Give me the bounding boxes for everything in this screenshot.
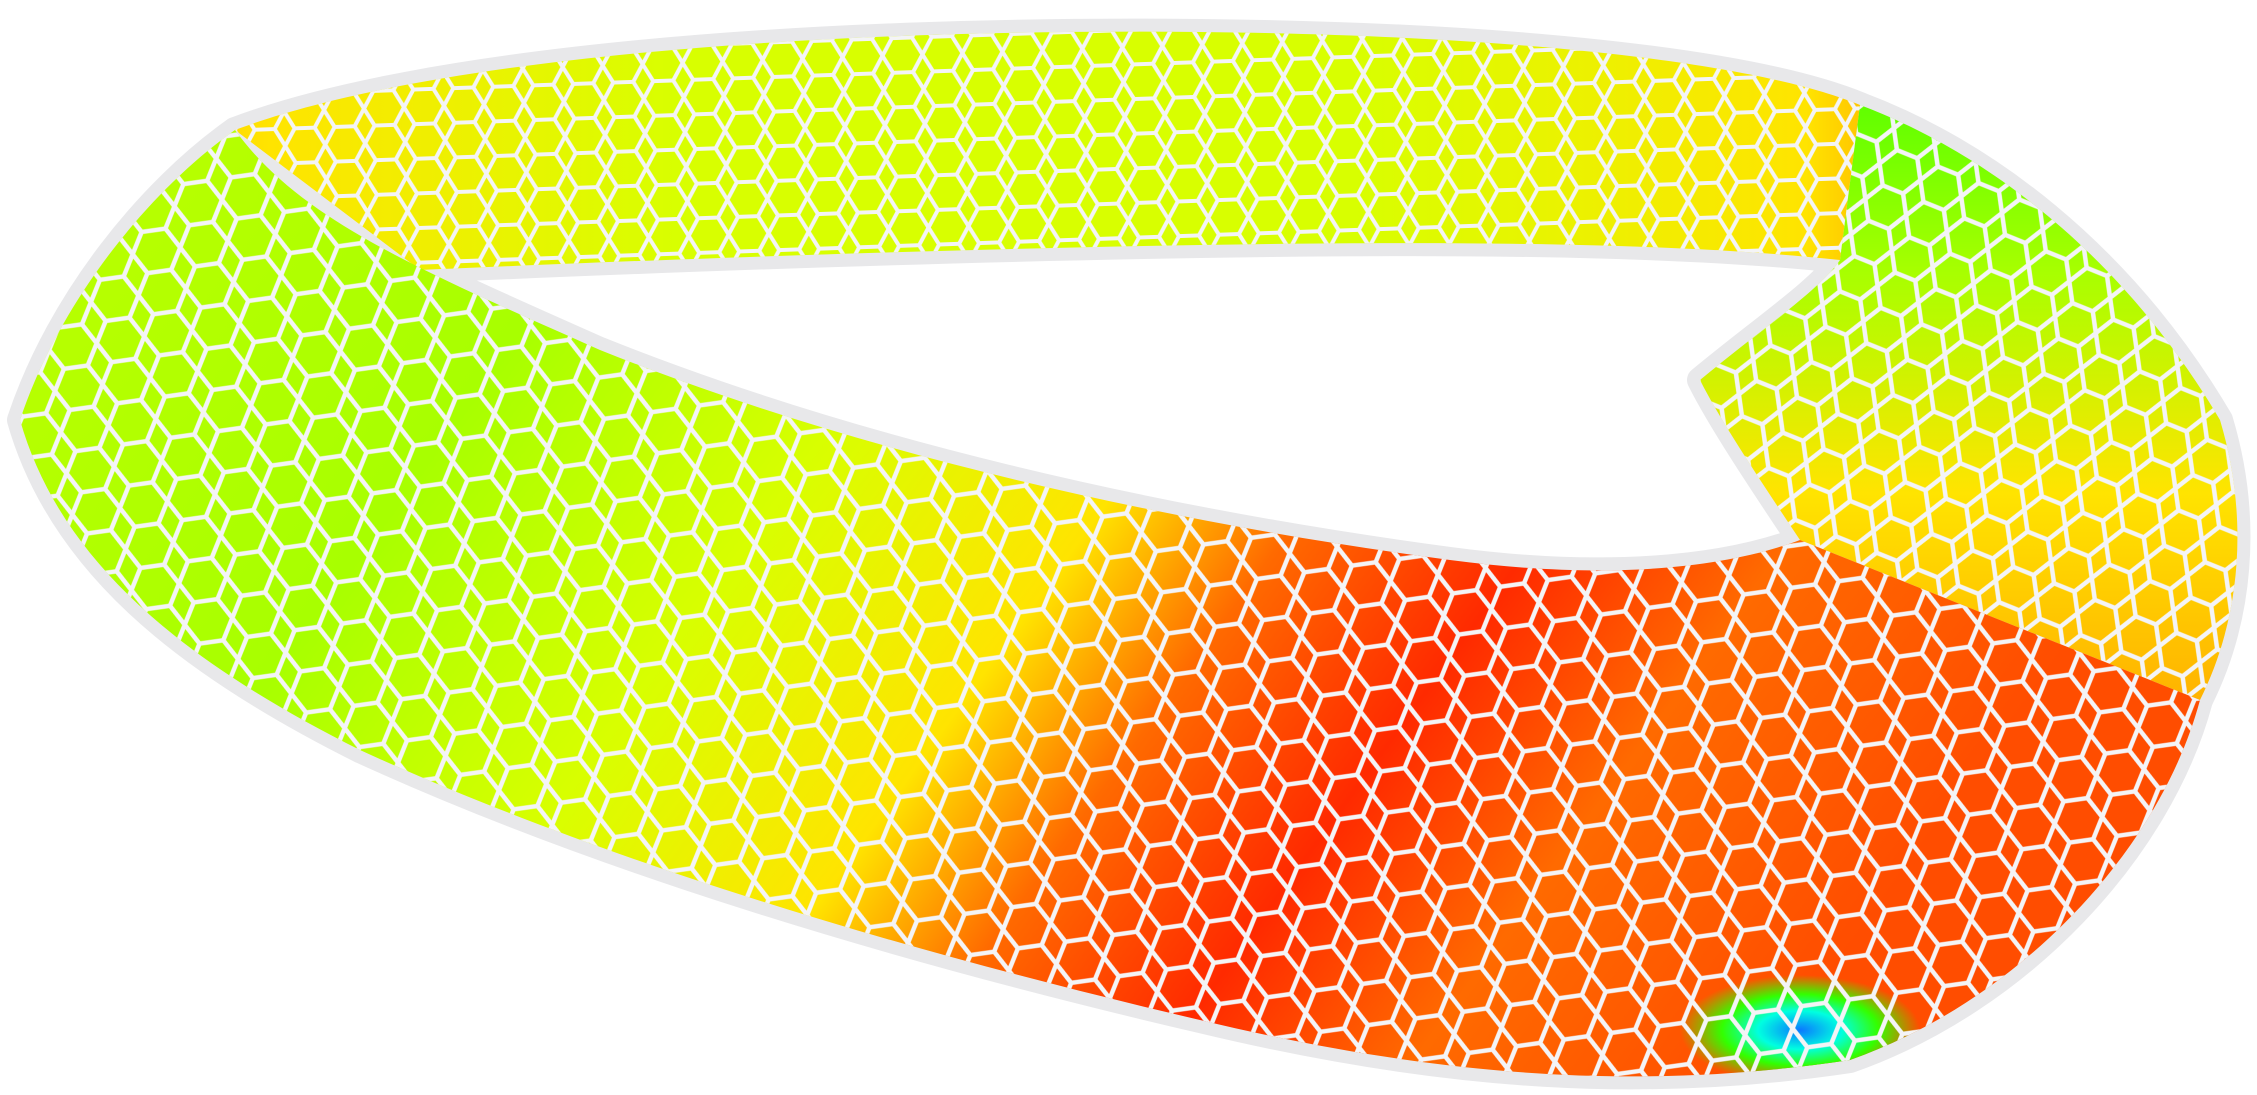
mobius-band-canvas (7, 18, 2251, 1090)
band-back-surface (235, 31, 1860, 270)
mobius-band-figure (7, 18, 2251, 1090)
